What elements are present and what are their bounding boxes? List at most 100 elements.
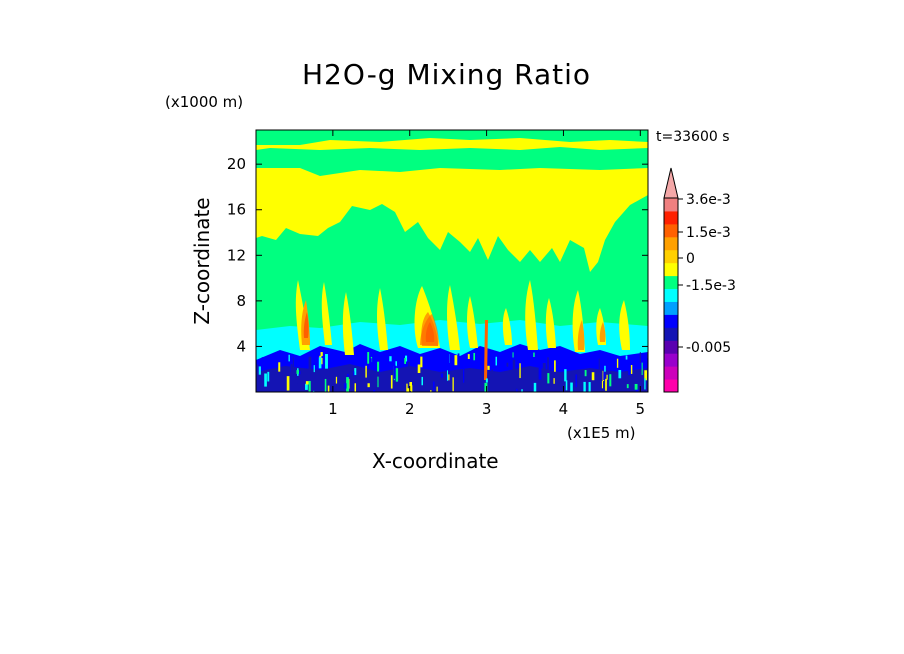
speckle (325, 354, 328, 369)
speckle (346, 377, 349, 392)
speckle (512, 352, 514, 358)
colorbar-swatch (664, 314, 678, 328)
speckle (467, 354, 470, 359)
speckle (354, 368, 357, 376)
time-label: t=33600 s (656, 129, 730, 145)
speckle (264, 373, 267, 387)
speckle (487, 365, 490, 370)
field-darkblue (256, 364, 648, 392)
colorbar-swatch (664, 366, 678, 380)
speckle (428, 355, 432, 365)
x-tick-label: 2 (405, 400, 415, 418)
speckle (313, 390, 315, 392)
x-tick-label: 1 (328, 400, 338, 418)
speckle (261, 357, 264, 367)
colorbar-swatch (664, 223, 678, 238)
x-tick-label: 4 (559, 400, 569, 418)
speckle (290, 364, 293, 376)
speckle (421, 376, 423, 386)
colorbar-swatch (664, 288, 678, 302)
speckle (603, 368, 606, 381)
colorbar-swatch (664, 353, 678, 367)
speckle (440, 373, 444, 378)
speckle (495, 356, 498, 366)
speckle (575, 374, 578, 388)
speckle (618, 369, 622, 379)
colorbar-swatch (664, 327, 678, 341)
speckle (389, 356, 392, 362)
speckle (533, 382, 537, 392)
plot-frame (255, 129, 649, 393)
speckle (454, 355, 458, 366)
colorbar-swatch (664, 249, 678, 264)
speckle (404, 357, 406, 364)
speckle (313, 365, 315, 373)
speckle (553, 378, 555, 384)
speckle (601, 380, 604, 389)
speckle (564, 369, 567, 382)
colorbar-swatch (664, 262, 678, 277)
speckle (604, 365, 606, 372)
speckle (278, 362, 281, 372)
speckle (308, 356, 312, 370)
colorbar: 3.6e-3 1.5e-3 0 -1.5e-3 -0.005 (663, 167, 736, 393)
speckle (291, 353, 294, 366)
colorbar-label: -1.5e-3 (686, 278, 736, 294)
speckle (420, 356, 423, 368)
speckle (570, 382, 573, 392)
x-axis-label: X-coordinate (372, 449, 499, 473)
colorbar-swatch (664, 275, 678, 290)
speckle (318, 357, 322, 369)
convective-plumes (295, 280, 630, 380)
speckle (635, 389, 639, 392)
speckle (292, 357, 294, 370)
speckle (409, 382, 412, 392)
speckle (516, 388, 518, 392)
speckle (630, 364, 633, 374)
speckle (316, 380, 319, 392)
y-tick-label: 16 (227, 201, 246, 219)
speckle (362, 375, 364, 382)
speckle (308, 380, 311, 392)
speckle (614, 373, 618, 385)
speckle (463, 368, 465, 383)
speckle (405, 355, 408, 362)
speckle (625, 355, 628, 360)
speckle (491, 369, 494, 380)
speckle (542, 363, 546, 374)
speckle (628, 364, 631, 376)
speckle (521, 389, 523, 392)
speckle (474, 374, 476, 383)
speckle (327, 385, 330, 392)
colorbar-label: -0.005 (686, 340, 731, 356)
speckle (407, 388, 410, 392)
speckle (344, 383, 347, 389)
chart-title: H2O-g Mixing Ratio (302, 58, 592, 91)
speckle (410, 385, 413, 392)
speckle (393, 365, 397, 379)
speckle (365, 365, 367, 378)
speckle (334, 373, 337, 377)
speckle (547, 373, 550, 384)
colorbar-swatch (664, 236, 678, 251)
colorbar-extend-arrow (663, 167, 679, 199)
speckle (634, 383, 638, 390)
speckle (377, 376, 379, 388)
colorbar-swatch (664, 340, 678, 354)
speckle (305, 383, 308, 390)
colorbar-swatch (664, 198, 678, 212)
speckle (609, 374, 612, 387)
speckle (347, 373, 349, 379)
y-tick-label: 20 (227, 155, 246, 173)
speckle (598, 358, 600, 372)
y-tick-label: 8 (236, 292, 246, 310)
speckle (432, 381, 435, 392)
speckle (305, 381, 309, 385)
speckle (377, 361, 380, 372)
speckle (430, 390, 432, 392)
speckle (639, 376, 642, 383)
speckle (533, 352, 535, 358)
speckle (324, 378, 327, 392)
speckle (547, 357, 549, 370)
y-tick-label: 4 (236, 337, 246, 355)
